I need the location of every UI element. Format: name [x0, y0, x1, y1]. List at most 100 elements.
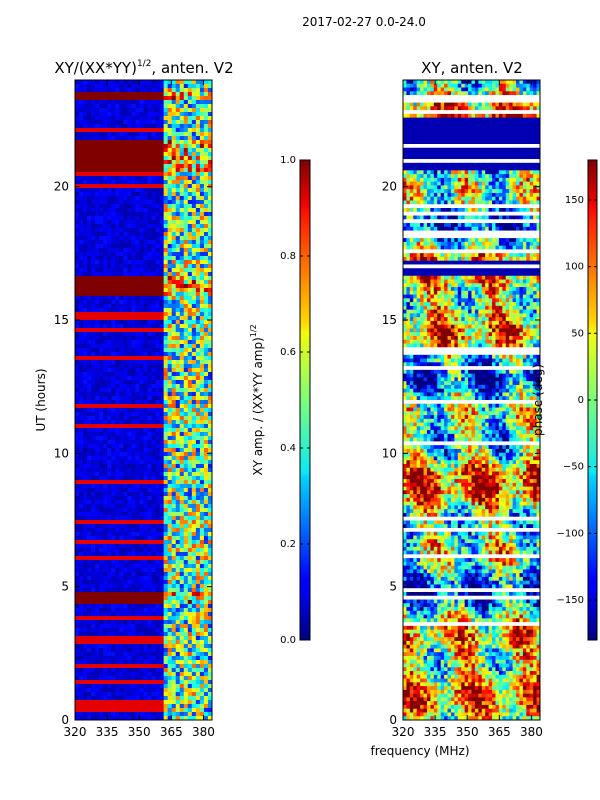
heatmap-cell	[183, 84, 189, 89]
heatmap-cell	[95, 432, 100, 437]
heatmap-cell	[131, 664, 137, 669]
heatmap-cell	[135, 404, 141, 409]
heatmap-cell	[147, 424, 153, 429]
heatmap-cell	[123, 648, 128, 653]
heatmap-cell	[203, 260, 209, 265]
heatmap-cell	[79, 280, 84, 285]
heatmap-cell	[131, 452, 137, 457]
heatmap-cell	[91, 220, 96, 225]
heatmap-cell	[123, 636, 128, 641]
heatmap-cell	[131, 328, 137, 333]
heatmap-cell	[75, 392, 80, 397]
heatmap-cell	[171, 356, 177, 361]
heatmap-cell	[79, 340, 84, 345]
heatmap-cell	[83, 524, 88, 529]
heatmap-cell	[183, 160, 189, 165]
heatmap-cell	[75, 616, 80, 621]
heatmap-cell	[207, 252, 212, 257]
heatmap-cell	[115, 444, 120, 449]
heatmap-cell	[195, 496, 201, 501]
heatmap-cell	[167, 336, 173, 341]
heatmap-cell	[119, 556, 124, 561]
heatmap-cell	[195, 432, 201, 437]
heatmap-cell	[87, 252, 92, 257]
heatmap-cell	[207, 116, 212, 121]
heatmap-cell	[75, 452, 80, 457]
heatmap-cell	[179, 204, 185, 209]
heatmap-cell	[203, 336, 209, 341]
heatmap-cell	[111, 456, 116, 461]
heatmap-cell	[175, 504, 181, 509]
heatmap-cell	[79, 124, 84, 129]
heatmap-cell	[99, 616, 104, 621]
heatmap-cell	[135, 104, 141, 109]
heatmap-cell	[199, 100, 205, 105]
heatmap-cell	[111, 584, 116, 589]
heatmap-cell	[179, 612, 185, 617]
heatmap-cell	[107, 84, 112, 89]
heatmap-cell	[171, 660, 177, 665]
heatmap-cell	[203, 448, 209, 453]
heatmap-cell	[199, 480, 205, 485]
heatmap-cell	[99, 356, 104, 361]
heatmap-cell	[175, 392, 181, 397]
heatmap-cell	[171, 452, 177, 457]
heatmap-cell	[119, 380, 124, 385]
heatmap-cell	[143, 440, 149, 445]
heatmap-cell	[143, 124, 149, 129]
heatmap-cell	[107, 608, 112, 613]
heatmap-cell	[79, 416, 84, 421]
heatmap-cell	[139, 448, 145, 453]
heatmap-cell	[175, 296, 181, 301]
heatmap-cell	[187, 348, 193, 353]
heatmap-cell	[199, 196, 205, 201]
heatmap-cell	[79, 252, 84, 257]
heatmap-cell	[187, 228, 193, 233]
heatmap-cell	[115, 240, 120, 245]
heatmap-cell	[103, 276, 108, 281]
heatmap-cell	[179, 512, 185, 517]
heatmap-cell	[191, 228, 197, 233]
heatmap-cell	[91, 204, 96, 209]
heatmap-cell	[135, 636, 141, 641]
heatmap-cell	[171, 244, 177, 249]
heatmap-cell	[199, 184, 205, 189]
heatmap-cell	[171, 108, 177, 113]
heatmap-cell	[95, 468, 100, 473]
heatmap-cell	[79, 660, 84, 665]
heatmap-cell	[183, 600, 189, 605]
heatmap-cell	[99, 392, 104, 397]
heatmap-cell	[171, 500, 177, 505]
heatmap-cell	[179, 248, 185, 253]
heatmap-cell	[191, 392, 197, 397]
heatmap-cell	[99, 628, 104, 633]
heatmap-cell	[83, 504, 88, 509]
heatmap-cell	[155, 616, 161, 621]
heatmap-cell	[207, 536, 212, 541]
heatmap-cell	[95, 580, 100, 585]
heatmap-cell	[163, 544, 169, 549]
heatmap-cell	[191, 208, 197, 213]
heatmap-cell	[103, 628, 108, 633]
heatmap-cell	[123, 460, 128, 465]
heatmap-cell	[131, 152, 137, 157]
heatmap-cell	[187, 144, 193, 149]
heatmap-cell	[107, 112, 112, 117]
heatmap-cell	[147, 496, 153, 501]
heatmap-cell	[91, 484, 96, 489]
heatmap-cell	[175, 336, 181, 341]
heatmap-cell	[79, 160, 84, 165]
heatmap-cell	[163, 536, 169, 541]
heatmap-cell	[187, 136, 193, 141]
heatmap-cell	[207, 256, 212, 261]
heatmap-cell	[199, 116, 205, 121]
heatmap-cell	[187, 288, 193, 293]
heatmap-cell	[191, 292, 197, 297]
heatmap-cell	[195, 512, 201, 517]
heatmap-cell	[167, 164, 173, 169]
heatmap-cell	[191, 268, 197, 273]
heatmap-cell	[135, 224, 141, 229]
heatmap-cell	[147, 224, 153, 229]
heatmap-cell	[143, 436, 149, 441]
heatmap-cell	[103, 252, 108, 257]
